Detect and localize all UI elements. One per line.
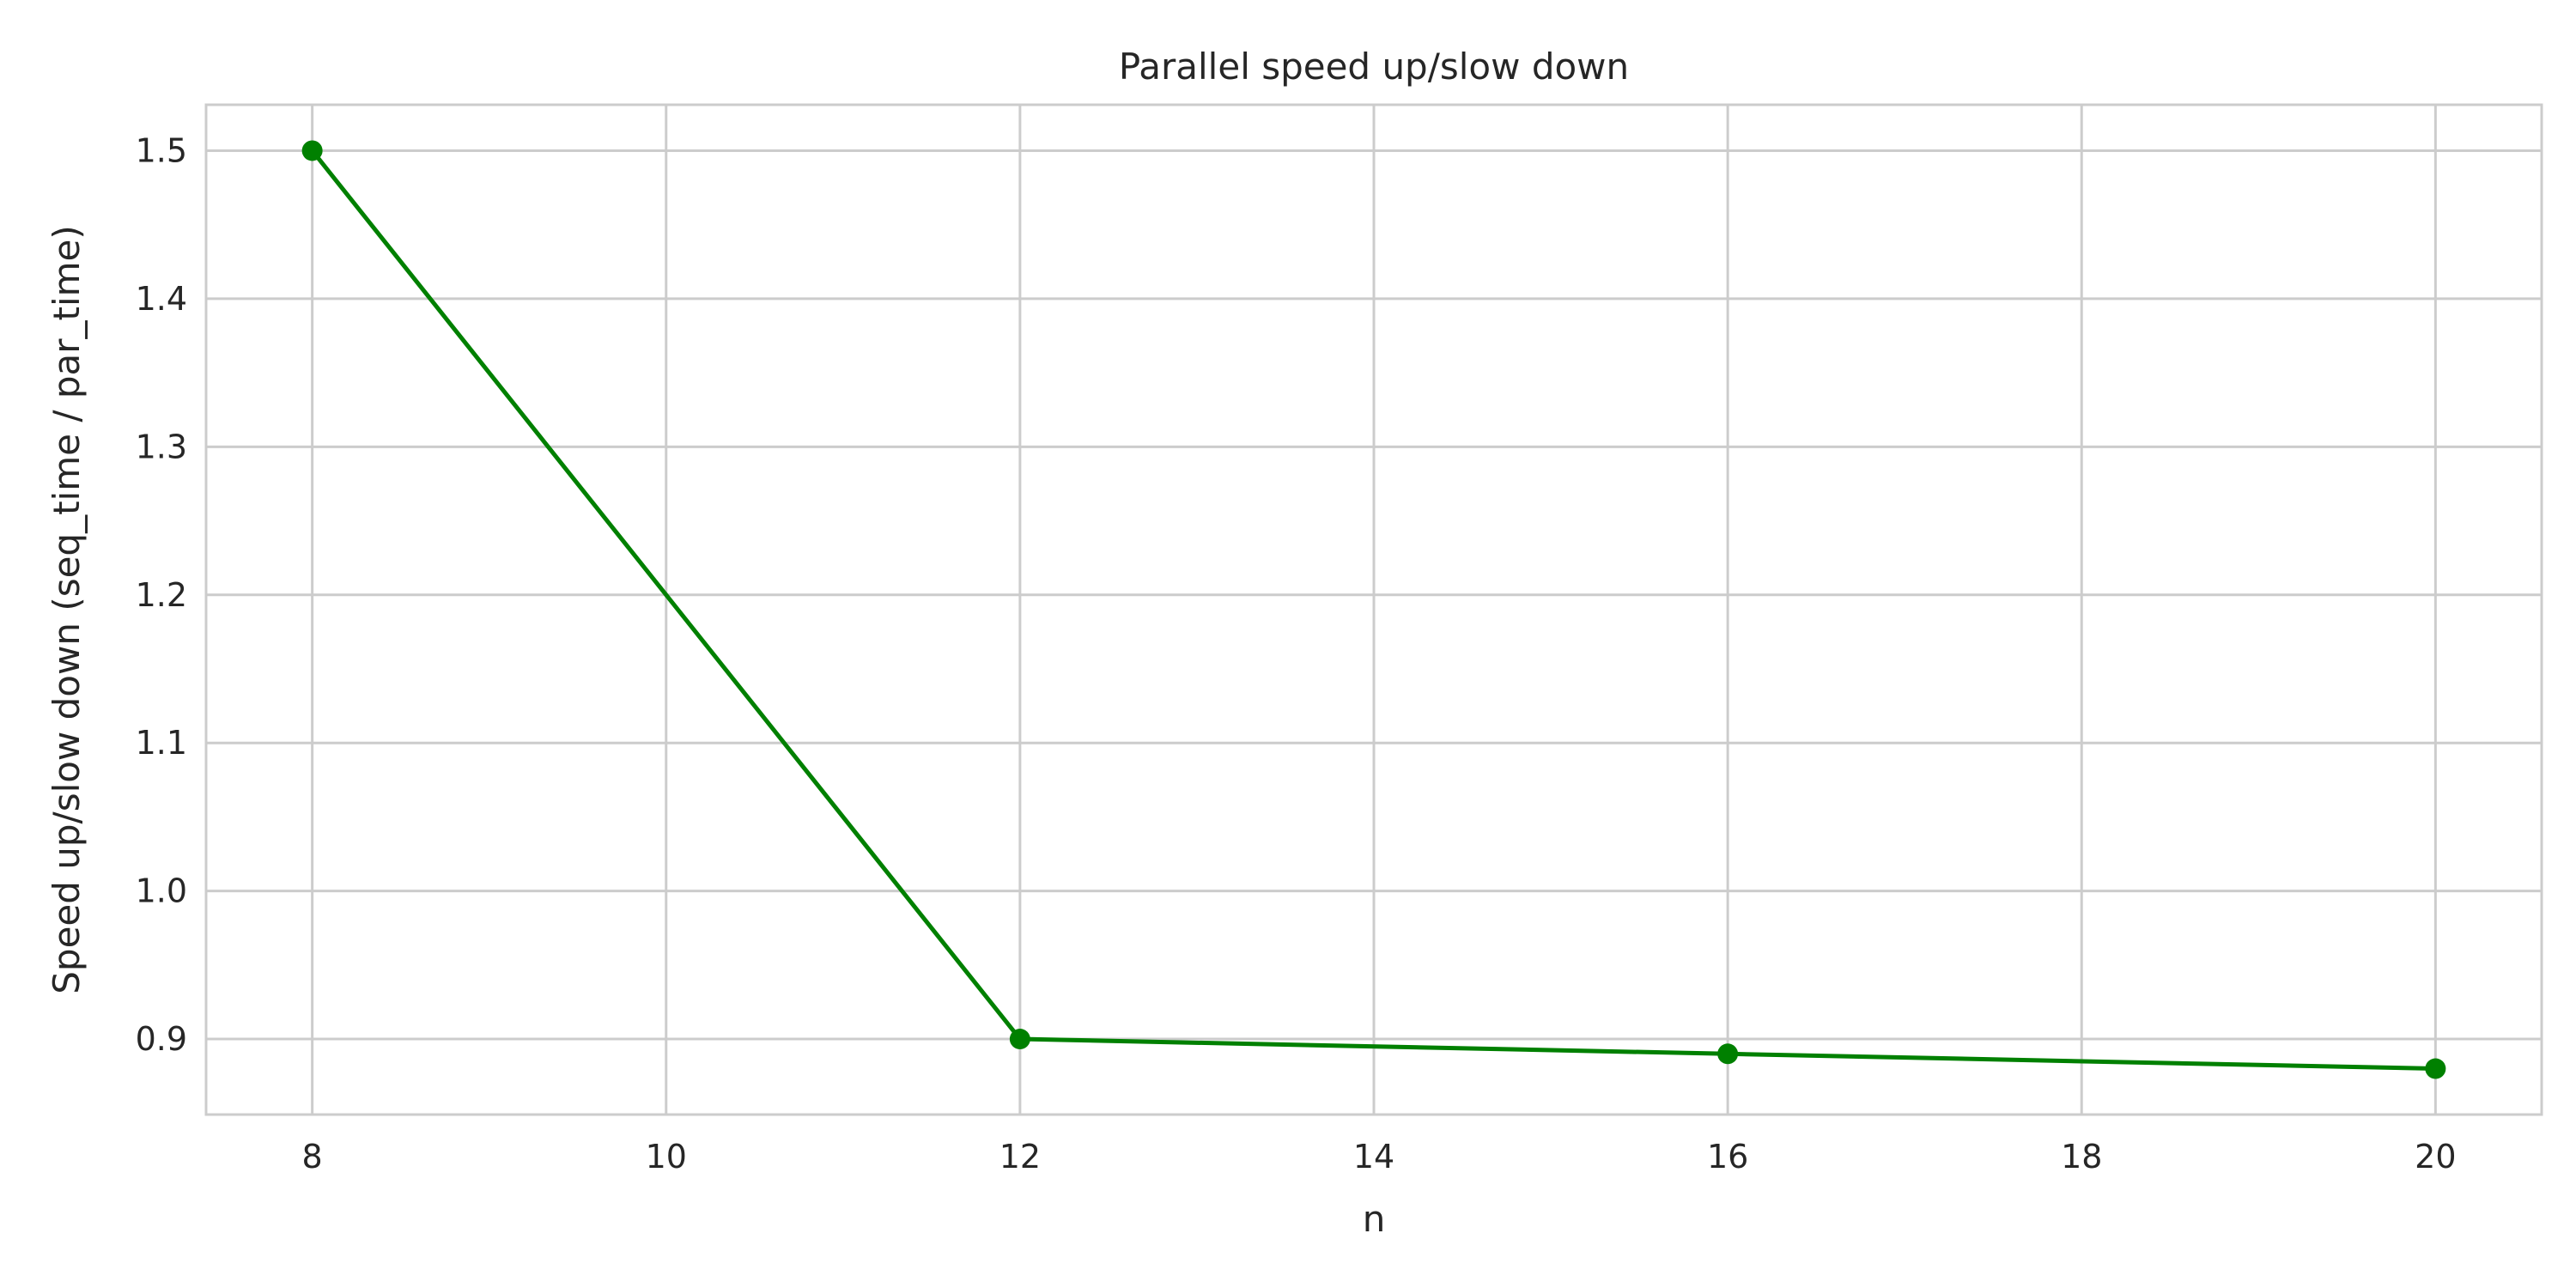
chart-title: Parallel speed up/slow down [1119, 46, 1629, 88]
y-tick-label: 1.4 [136, 280, 187, 318]
x-tick-label: 10 [646, 1138, 687, 1176]
series-line [310, 149, 2436, 1072]
x-tick-label: 20 [2415, 1138, 2456, 1176]
x-tick-label: 18 [2061, 1138, 2102, 1176]
y-tick-label: 1.2 [136, 576, 187, 614]
y-tick-label: 1.5 [136, 131, 187, 169]
y-axis-label: Speed up/slow down (seq_time / par_time) [46, 225, 88, 994]
y-tick-label: 1.0 [136, 872, 187, 910]
x-tick-label: 16 [1707, 1138, 1748, 1176]
data-point [301, 140, 323, 161]
data-point [1009, 1029, 1030, 1050]
y-tick-label: 0.9 [136, 1020, 187, 1058]
plot-frame [204, 103, 2543, 1116]
y-tick-label: 1.1 [136, 724, 187, 762]
y-tick-label: 1.3 [136, 428, 187, 465]
x-tick-label: 8 [302, 1138, 323, 1176]
x-tick-label: 14 [1353, 1138, 1394, 1176]
series-layer [301, 140, 2446, 1079]
data-point [1717, 1043, 1739, 1065]
x-axis-label: n [1363, 1198, 1386, 1240]
tick-labels: 8 10 12 14 16 18 20 0.9 1.0 1.1 1.2 1.3 1.4 1.5 [136, 131, 2457, 1176]
grid [206, 105, 2542, 1115]
data-point [2425, 1058, 2446, 1079]
x-tick-label: 12 [999, 1138, 1041, 1176]
